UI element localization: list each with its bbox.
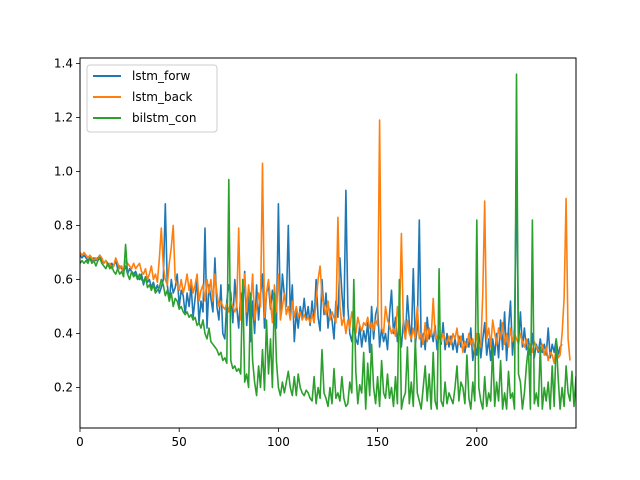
x-tick-label: 100 — [267, 435, 290, 449]
y-tick-label: 1.0 — [54, 164, 73, 178]
legend-label-lstm-forw: lstm_forw — [132, 69, 190, 83]
y-tick-label: 0.2 — [54, 380, 73, 394]
legend-item-lstm-back: lstm_back — [93, 90, 193, 104]
series-line-bilstm-con — [80, 73, 576, 410]
series-line-lstm-forw — [80, 167, 563, 362]
plot-frame — [79, 57, 577, 429]
x-tick-label: 0 — [76, 435, 84, 449]
y-axis: 0.2 0.4 0.6 0.8 1.0 1.2 1.4 — [54, 56, 80, 394]
x-axis: 0 50 100 150 200 — [76, 428, 488, 449]
x-tick-label: 50 — [172, 435, 187, 449]
legend-item-lstm-forw: lstm_forw — [93, 69, 190, 83]
legend-label-bilstm-con: bilstm_con — [132, 111, 196, 125]
x-tick-label: 200 — [465, 435, 488, 449]
series-line-lstm-back — [80, 119, 571, 365]
legend-item-bilstm-con: bilstm_con — [93, 111, 196, 125]
legend: lstm_forw lstm_back bilstm_con — [86, 64, 218, 133]
y-tick-label: 0.6 — [54, 272, 73, 286]
plot-series — [80, 73, 576, 410]
legend-box — [86, 64, 218, 133]
y-tick-label: 0.4 — [54, 326, 73, 340]
legend-label-lstm-back: lstm_back — [132, 90, 193, 104]
y-tick-label: 1.4 — [54, 56, 73, 70]
y-tick-label: 1.2 — [54, 110, 73, 124]
y-tick-label: 0.8 — [54, 218, 73, 232]
x-tick-label: 150 — [366, 435, 389, 449]
